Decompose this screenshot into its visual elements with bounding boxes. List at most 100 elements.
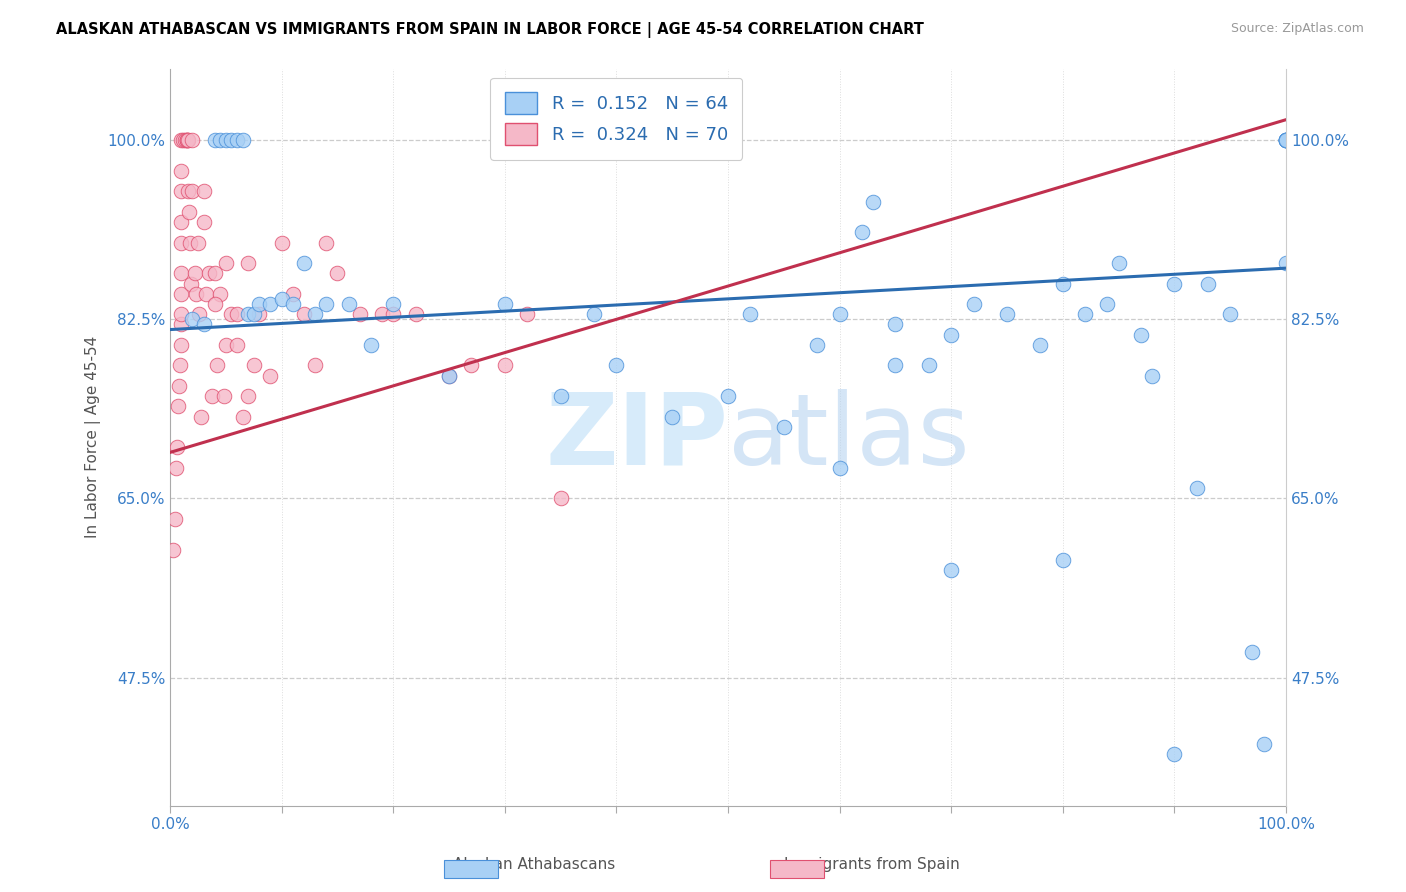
Point <box>884 318 907 332</box>
Point <box>170 133 193 147</box>
Point <box>1253 737 1275 751</box>
Point <box>717 389 740 403</box>
Point <box>226 307 249 321</box>
Point <box>1140 368 1163 383</box>
Point <box>281 297 304 311</box>
Point <box>337 297 360 311</box>
Point <box>962 297 984 311</box>
Point <box>184 286 207 301</box>
Text: Source: ZipAtlas.com: Source: ZipAtlas.com <box>1230 22 1364 36</box>
Point <box>170 307 193 321</box>
Point <box>360 338 382 352</box>
Point <box>1163 747 1185 762</box>
Point <box>212 389 235 403</box>
Point <box>176 133 198 147</box>
Point <box>326 266 349 280</box>
Point <box>181 133 204 147</box>
Point <box>1275 133 1298 147</box>
Point <box>215 338 238 352</box>
Point <box>221 307 243 321</box>
Text: ZIP: ZIP <box>546 389 728 485</box>
Point <box>1129 327 1152 342</box>
Point <box>170 286 193 301</box>
Point <box>941 327 963 342</box>
Point <box>193 318 215 332</box>
Point <box>172 133 194 147</box>
Point <box>918 359 941 373</box>
Point <box>170 235 193 250</box>
Point <box>209 286 232 301</box>
Point <box>170 318 193 332</box>
Point <box>884 359 907 373</box>
Point <box>437 368 460 383</box>
Point <box>169 359 191 373</box>
Point <box>238 256 260 270</box>
Text: Alaskan Athabascans: Alaskan Athabascans <box>453 857 616 872</box>
Point <box>163 512 186 526</box>
Point <box>1197 277 1219 291</box>
Point <box>1029 338 1052 352</box>
Point <box>371 307 394 321</box>
Point <box>166 440 188 454</box>
Point <box>304 359 326 373</box>
Point <box>193 185 215 199</box>
Point <box>170 266 193 280</box>
Point <box>221 133 243 147</box>
Point <box>270 292 292 306</box>
Point <box>215 133 238 147</box>
Point <box>179 235 201 250</box>
Point <box>941 563 963 577</box>
Point <box>205 359 228 373</box>
Point <box>180 277 202 291</box>
Point <box>181 185 204 199</box>
Point <box>242 359 264 373</box>
Point <box>247 307 270 321</box>
Point <box>828 307 851 321</box>
Point <box>1097 297 1119 311</box>
Point <box>170 338 193 352</box>
Text: ALASKAN ATHABASCAN VS IMMIGRANTS FROM SPAIN IN LABOR FORCE | AGE 45-54 CORRELATI: ALASKAN ATHABASCAN VS IMMIGRANTS FROM SP… <box>56 22 924 38</box>
Point <box>247 297 270 311</box>
Point <box>1275 133 1298 147</box>
Point <box>170 215 193 229</box>
Legend: R =  0.152   N = 64, R =  0.324   N = 70: R = 0.152 N = 64, R = 0.324 N = 70 <box>491 78 742 160</box>
Point <box>204 266 226 280</box>
Point <box>1163 277 1185 291</box>
Point <box>162 542 184 557</box>
Point <box>1219 307 1241 321</box>
Point <box>170 164 193 178</box>
Point <box>405 307 427 321</box>
Point <box>494 359 516 373</box>
Point <box>1275 133 1298 147</box>
Point <box>177 204 200 219</box>
Point <box>201 389 224 403</box>
Point <box>382 297 405 311</box>
Point <box>259 297 281 311</box>
Point <box>772 419 794 434</box>
Point <box>1275 256 1298 270</box>
Point <box>170 185 193 199</box>
Point <box>516 307 538 321</box>
Point <box>1275 133 1298 147</box>
Point <box>177 133 200 147</box>
Point <box>270 235 292 250</box>
Point <box>550 389 572 403</box>
Point <box>1241 645 1264 659</box>
Point <box>198 266 221 280</box>
Point <box>292 307 315 321</box>
Point <box>177 185 200 199</box>
Point <box>851 225 873 239</box>
Point <box>194 286 217 301</box>
Point <box>226 133 249 147</box>
Point <box>382 307 405 321</box>
Point <box>583 307 606 321</box>
Point <box>315 297 337 311</box>
Point <box>995 307 1018 321</box>
Point <box>165 460 187 475</box>
Point <box>1275 133 1298 147</box>
Point <box>238 307 260 321</box>
Point <box>806 338 828 352</box>
Point <box>1052 277 1074 291</box>
Point <box>460 359 482 373</box>
Point <box>167 400 190 414</box>
